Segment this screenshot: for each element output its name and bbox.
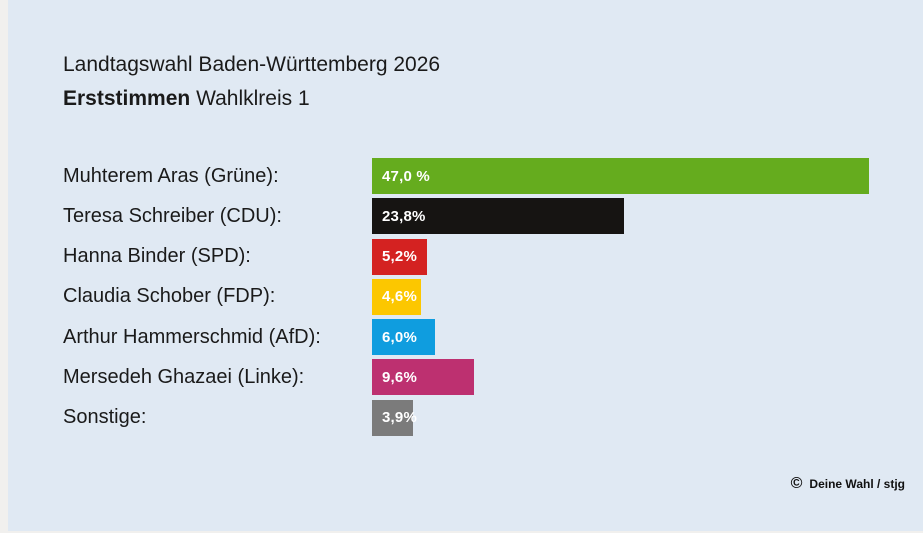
chart-row: Arthur Hammerschmid (AfD): 6,0% [63, 319, 869, 356]
chart-row: Claudia Schober (FDP): 4,6% [63, 278, 869, 315]
result-bar: 23,8% [372, 198, 624, 235]
bar-value-label: 3,9% [382, 409, 417, 427]
chart-title: Landtagswahl Baden-Württemberg 2026 [63, 53, 441, 76]
candidate-label: Sonstige: [63, 406, 147, 429]
result-bar: 3,9% [372, 399, 417, 436]
chart-row: Hanna Binder (SPD): 5,2% [63, 238, 869, 275]
chart-row: Muhterem Aras (Grüne): 47,0 % [63, 158, 869, 194]
bar-value-label: 6,0% [382, 328, 417, 346]
chart-row: Mersedeh Ghazaei (Linke): 9,6% [63, 359, 869, 396]
bar-value-label: 47,0 % [382, 167, 430, 185]
candidate-label: Muhterem Aras (Grüne): [63, 164, 279, 187]
result-bar: 5,2% [372, 238, 427, 275]
candidate-label: Claudia Schober (FDP): [63, 285, 276, 308]
chart-subtitle: Erststimmen Wahlklreis 1 [63, 86, 440, 112]
bar-value-label: 9,6% [382, 368, 417, 386]
candidate-label: Arthur Hammerschmid (AfD): [63, 325, 321, 348]
chart-row: Teresa Schreiber (CDU): 23,8% [63, 198, 869, 235]
candidate-label: Mersedeh Ghazaei (Linke): [63, 365, 305, 388]
bar-value-label: 23,8% [382, 207, 426, 225]
credit-text: Deine Wahl / stjg [809, 477, 905, 491]
candidate-label: Hanna Binder (SPD): [63, 245, 251, 268]
chart-subtitle-regular: Wahlklreis 1 [196, 87, 310, 110]
bar-value-label: 4,6% [382, 288, 417, 306]
result-bar: 4,6% [372, 278, 421, 315]
credit-line: © Deine Wahl / stjg [791, 476, 905, 492]
chart-header: Landtagswahl Baden-Württemberg 2026 Erst… [63, 52, 440, 112]
result-bar: 47,0 % [372, 158, 869, 194]
chart-row: Sonstige: 3,9% [63, 399, 869, 436]
candidate-label: Teresa Schreiber (CDU): [63, 204, 282, 227]
bar-value-label: 5,2% [382, 248, 417, 266]
page-bottom-edge [0, 531, 923, 533]
result-bar: 9,6% [372, 359, 474, 396]
page-left-edge [0, 0, 8, 533]
chart-subtitle-bold: Erststimmen [63, 87, 191, 110]
result-bar: 6,0% [372, 319, 436, 356]
chart-rows: Muhterem Aras (Grüne): 47,0 % Teresa Schre… [63, 158, 869, 436]
copyright-icon: © [790, 475, 803, 492]
